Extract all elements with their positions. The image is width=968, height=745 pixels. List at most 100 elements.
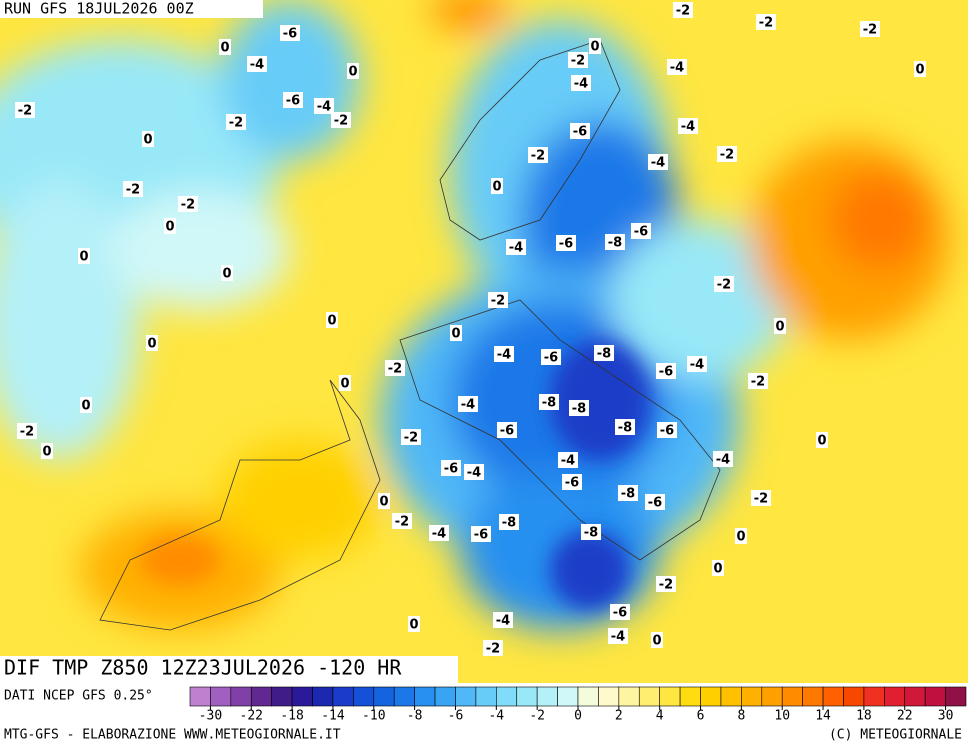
contour-label-box (339, 375, 351, 391)
contour-label: 0 (42, 445, 51, 460)
contour-label-box (491, 178, 503, 194)
colorbar-swatch (496, 686, 518, 707)
colorbar-swatch (781, 686, 803, 707)
colorbar-swatch (230, 686, 252, 707)
colorbar-tick-label: 10 (774, 709, 790, 724)
contour-label-box (283, 92, 303, 108)
colorbar-swatch (884, 686, 906, 707)
colorbar-swatch (761, 686, 783, 707)
contour-label-box (816, 432, 828, 448)
contour-label-box (714, 276, 734, 292)
contour-label-box (401, 429, 421, 445)
credits-label: MTG-GFS - ELABORAZIONE WWW.METEOGIORNALE… (4, 728, 341, 743)
contour-label-box (645, 494, 665, 510)
contour-label-box (331, 112, 351, 128)
colorbar-tick-label: -22 (240, 709, 263, 724)
contour-label-box (280, 25, 300, 41)
colorbar-tick-label: 18 (856, 709, 872, 724)
contour-label-box (568, 52, 588, 68)
colorbar-swatch (679, 686, 701, 707)
contour-label: -4 (611, 630, 625, 645)
contour-label-box (618, 485, 638, 501)
colorbar-tick-label: -10 (362, 709, 385, 724)
colorbar-tick-label: 6 (697, 709, 705, 724)
contour-label: -6 (648, 496, 662, 511)
colorbar-swatch (475, 686, 497, 707)
colorbar-swatch (536, 686, 558, 707)
contour-label-box (860, 21, 880, 37)
contour-label: -6 (559, 237, 573, 252)
contour-label-box (673, 2, 693, 18)
contour-label: -2 (126, 183, 140, 198)
contour-label-box (656, 363, 676, 379)
contour-label: -4 (509, 241, 523, 256)
contour-label: -2 (717, 278, 731, 293)
contour-label: -8 (584, 526, 598, 541)
contour-label-box (314, 98, 334, 114)
colorbar-swatch (434, 686, 456, 707)
contour-label: 0 (79, 250, 88, 265)
contour-label: -4 (497, 348, 511, 363)
contour-label: -2 (229, 116, 243, 131)
contour-label-box (78, 248, 90, 264)
contour-label-box (735, 528, 747, 544)
contour-label-box (123, 181, 143, 197)
colorbar-swatch (720, 686, 742, 707)
contour-label-box (610, 604, 630, 620)
colorbar-swatch (557, 686, 579, 707)
contour-label: -4 (467, 466, 481, 481)
contour-label: 0 (143, 133, 152, 148)
colorbar-swatch (210, 686, 232, 707)
colorbar-tick-label: 22 (897, 709, 913, 724)
contour-label: -4 (651, 156, 665, 171)
contour-label: -2 (404, 431, 418, 446)
contour-label: -4 (716, 453, 730, 468)
contour-label-box (247, 56, 267, 72)
contour-label: -8 (542, 396, 556, 411)
colorbar-tick-label: -4 (488, 709, 504, 724)
contour-label-box (80, 397, 92, 413)
contour-label-box (605, 234, 625, 250)
contour-label: 0 (348, 65, 357, 80)
contour-label-box (751, 490, 771, 506)
contour-label: -2 (759, 16, 773, 31)
colorbar-swatch (904, 686, 926, 707)
contour-label-box (615, 419, 635, 435)
contour-label: -6 (444, 462, 458, 477)
contour-label: -2 (18, 104, 32, 119)
contour-label-box (441, 460, 461, 476)
colorbar-tick-label: 30 (938, 709, 954, 724)
contour-label: -6 (283, 27, 297, 42)
colorbar-swatch (373, 686, 395, 707)
contour-label-box (450, 325, 462, 341)
contour-label-box (15, 102, 35, 118)
contour-label-box (748, 373, 768, 389)
contour-label-box (178, 196, 198, 212)
contour-label: -6 (660, 424, 674, 439)
contour-label: 0 (451, 327, 460, 342)
colorbar-swatch (271, 686, 293, 707)
contour-label-box (17, 423, 37, 439)
copyright-label: (C) METEOGIORNALE (829, 728, 962, 743)
contour-label: 0 (222, 267, 231, 282)
contour-label-box (651, 632, 663, 648)
contour-label: -2 (20, 425, 34, 440)
contour-label: -4 (574, 77, 588, 92)
contour-label-box (528, 147, 548, 163)
colorbar-swatch (802, 686, 824, 707)
contour-label-box (219, 39, 231, 55)
colorbar-swatch (455, 686, 477, 707)
colorbar-tick-label: 2 (615, 709, 623, 724)
contour-label: 0 (652, 634, 661, 649)
contour-label-box (392, 513, 412, 529)
contour-label: 0 (81, 399, 90, 414)
contour-label-box (648, 154, 668, 170)
contour-label: -6 (613, 606, 627, 621)
contour-label: 0 (736, 530, 745, 545)
contour-label-box (581, 524, 601, 540)
contour-label-box (717, 146, 737, 162)
contour-label: -2 (720, 148, 734, 163)
contour-label-box (539, 394, 559, 410)
contour-label-box (712, 560, 724, 576)
contour-label-box (483, 640, 503, 656)
